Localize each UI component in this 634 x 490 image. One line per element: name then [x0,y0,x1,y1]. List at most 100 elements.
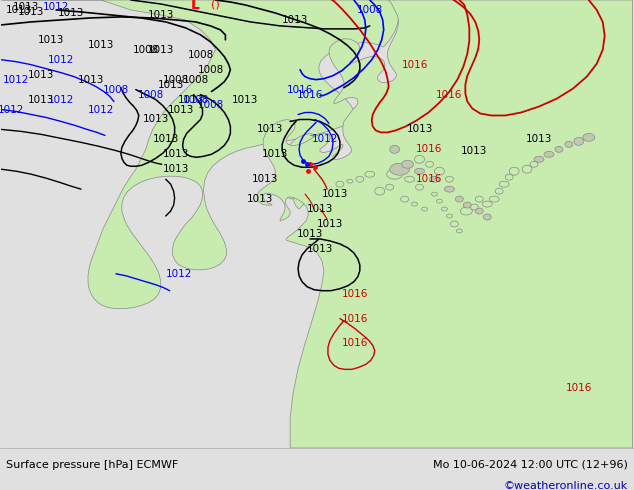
Polygon shape [446,176,453,182]
Polygon shape [534,156,544,162]
Polygon shape [499,181,509,187]
Text: 1013: 1013 [282,15,308,25]
Text: 1013: 1013 [28,95,55,104]
Polygon shape [1,0,399,309]
Polygon shape [422,207,427,211]
Polygon shape [411,202,418,206]
Text: 1016: 1016 [401,60,428,70]
Text: 1012: 1012 [48,55,74,65]
Text: 1016: 1016 [342,339,368,348]
Text: 1013: 1013 [28,70,55,80]
Text: 1013: 1013 [406,124,433,134]
Polygon shape [385,184,394,190]
Text: 1013: 1013 [307,204,333,214]
Polygon shape [482,201,492,207]
Text: 1012: 1012 [312,134,338,145]
Text: 1008: 1008 [183,74,209,85]
Polygon shape [522,165,532,173]
Polygon shape [390,146,399,153]
Polygon shape [565,142,573,147]
Polygon shape [495,188,503,194]
Text: 1013: 1013 [167,104,194,115]
Text: 1008: 1008 [183,95,209,104]
Polygon shape [555,147,563,152]
Polygon shape [446,214,453,218]
Text: 1008: 1008 [197,65,224,74]
Polygon shape [344,197,380,214]
Polygon shape [257,0,633,448]
Text: 1012: 1012 [43,2,69,12]
Polygon shape [387,169,403,179]
Text: 1008: 1008 [138,90,164,99]
Polygon shape [365,171,375,177]
Text: 1016: 1016 [342,314,368,323]
Polygon shape [463,202,471,208]
Text: 1008: 1008 [197,99,224,110]
Text: 1013: 1013 [6,5,32,15]
Text: 1013: 1013 [526,134,552,145]
Text: 1013: 1013 [461,147,488,156]
Text: 1013: 1013 [148,45,174,55]
Text: 1016: 1016 [287,85,313,95]
Polygon shape [356,176,364,182]
Polygon shape [544,151,554,157]
Polygon shape [489,196,499,202]
Polygon shape [530,161,538,167]
Text: 1012: 1012 [165,269,192,279]
Text: 1013: 1013 [148,10,174,20]
Text: 1013: 1013 [78,74,104,85]
Polygon shape [415,168,425,174]
Polygon shape [444,186,455,192]
Text: 1013: 1013 [247,194,273,204]
Text: 1013: 1013 [58,8,84,18]
Text: 1012: 1012 [87,104,114,115]
Polygon shape [456,229,462,233]
Polygon shape [404,176,415,182]
Polygon shape [451,221,458,227]
Text: 1013: 1013 [153,134,179,145]
Polygon shape [401,196,408,202]
Text: 1013: 1013 [178,95,204,104]
Text: 1008: 1008 [103,85,129,95]
Text: L: L [191,0,200,12]
Text: 1013: 1013 [18,7,44,17]
Text: 1013: 1013 [162,149,189,159]
Text: 1016: 1016 [417,174,443,184]
Text: 1013: 1013 [162,164,189,174]
Polygon shape [416,184,424,190]
Text: 1013: 1013 [307,244,333,254]
Text: 1013: 1013 [321,189,348,199]
Polygon shape [483,214,491,220]
Text: 1013: 1013 [38,35,65,45]
Polygon shape [375,187,385,195]
Polygon shape [425,161,434,167]
Polygon shape [476,196,483,202]
Text: ©weatheronline.co.uk: ©weatheronline.co.uk [503,481,628,490]
Text: (): () [211,0,220,10]
Text: Mo 10-06-2024 12:00 UTC (12+96): Mo 10-06-2024 12:00 UTC (12+96) [433,460,628,470]
Polygon shape [390,163,410,175]
Polygon shape [336,181,344,187]
Text: 1008: 1008 [357,5,383,15]
Text: 1008: 1008 [162,74,189,85]
Text: 1013: 1013 [317,219,343,229]
Text: 1013: 1013 [257,124,283,134]
Polygon shape [430,176,439,182]
Text: 1013: 1013 [87,40,114,50]
Text: 1016: 1016 [342,289,368,299]
Polygon shape [436,199,443,203]
Polygon shape [434,167,444,175]
Text: 1016: 1016 [566,383,592,393]
Text: 1013: 1013 [143,115,169,124]
Polygon shape [505,174,513,180]
Polygon shape [415,155,425,163]
Text: 1013: 1013 [252,174,278,184]
Text: 1013: 1013 [262,149,288,159]
Polygon shape [441,207,448,211]
Text: 1016: 1016 [436,90,463,99]
Text: 1016: 1016 [417,145,443,154]
Polygon shape [333,185,345,195]
Text: Surface pressure [hPa] ECMWF: Surface pressure [hPa] ECMWF [6,460,179,470]
Polygon shape [347,179,353,183]
Text: 1013: 1013 [232,95,259,104]
